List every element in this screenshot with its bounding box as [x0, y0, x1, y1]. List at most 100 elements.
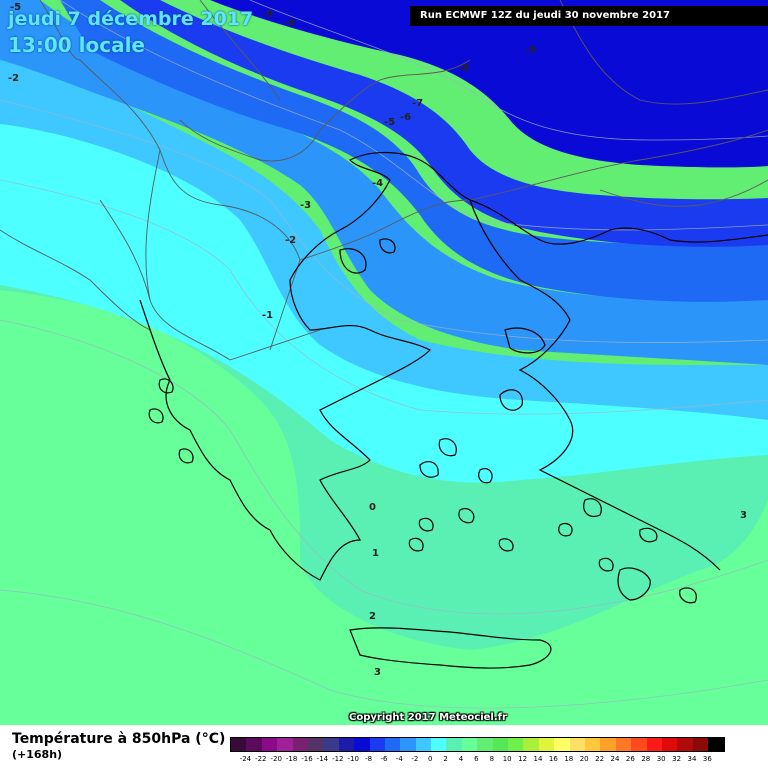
scale-tick-label: -4 [395, 755, 403, 763]
scale-tick-label: 26 [625, 755, 635, 763]
isotherm-label: -8 [458, 63, 469, 74]
variable-title: Température à 850hPa (°C) [12, 731, 226, 747]
scale-tick-label: -16 [301, 755, 313, 763]
scale-swatch [708, 738, 724, 751]
isotherm-label: -4 [372, 178, 383, 189]
band-minus-8 [120, 0, 768, 247]
scale-swatch [523, 738, 539, 751]
isotherm-label: -6 [400, 112, 411, 123]
scale-swatch [646, 738, 662, 751]
isotherm-label: -7 [412, 98, 423, 109]
scale-tick-label: 20 [579, 755, 589, 763]
legend-footer: Température à 850hPa (°C) (+168h) -24 -22… [0, 725, 768, 768]
copyright-notice: Copyright 2017 Meteociel.fr [349, 712, 507, 723]
scale-swatch [323, 738, 339, 751]
scale-tick-label: 14 [533, 755, 543, 763]
scale-swatch [400, 738, 416, 751]
lead-time: (+168h) [12, 748, 63, 761]
isotherm-label: 0 [369, 502, 376, 513]
scale-tick-label: -22 [255, 755, 267, 763]
scale-tick-label: 12 [518, 755, 528, 763]
isotherm-label: -9 [284, 18, 295, 29]
isotherm-label: -9 [262, 9, 273, 20]
scale-swatch [307, 738, 324, 751]
scale-tick-label: 4 [458, 755, 464, 763]
scale-tick-label: 8 [489, 755, 495, 763]
scale-tick-label: -10 [347, 755, 359, 763]
color-scale [230, 737, 725, 752]
scale-swatch [600, 738, 616, 751]
scale-tick-label: 34 [687, 755, 697, 763]
scale-swatch [661, 738, 678, 751]
band-1 [0, 280, 768, 650]
isotherm-label: -2 [285, 235, 296, 246]
scale-swatch [431, 738, 447, 751]
scale-swatch [261, 738, 278, 751]
coastlines [139, 151, 768, 669]
isotherm-lines [0, 0, 768, 709]
isotherm-label: 3 [374, 667, 381, 678]
isotherm-label: 1 [372, 548, 379, 559]
scale-swatch [569, 738, 585, 751]
isotherm-label: -2 [8, 73, 19, 84]
model-run-label: Run ECMWF 12Z du jeudi 30 novembre 2017 [410, 6, 768, 26]
scale-tick-label: -18 [285, 755, 298, 763]
isotherm-label: 3 [740, 510, 747, 521]
scale-tick-label: -2 [411, 755, 419, 763]
isotherm-labels: -5 -9 -9 -9 -2 -8 -7 -6 -5 -4 -3 -2 -1 0… [8, 2, 747, 678]
color-scale-labels: -24 -22 -20 -18 -16 -14 -12 -10 -8 -6 -4 -2 0 2 4 6 8 10 1… [230, 755, 712, 765]
scale-swatch [615, 738, 632, 751]
scale-swatch [384, 738, 401, 751]
scale-tick-label: 30 [656, 755, 666, 763]
scale-swatch [277, 738, 293, 751]
scale-tick-label: -24 [239, 755, 252, 763]
scale-swatch [461, 738, 478, 751]
scale-swatch [446, 738, 462, 751]
scale-swatch [554, 738, 570, 751]
scale-tick-label: -20 [270, 755, 282, 763]
isotherm-label: -1 [262, 310, 273, 321]
scale-swatch [692, 738, 709, 751]
scale-tick-label: -6 [380, 755, 388, 763]
isotherm-label: -9 [525, 45, 536, 56]
scale-tick-label: 10 [502, 755, 512, 763]
country-borders [0, 0, 768, 361]
scale-tick-label: 0 [427, 755, 433, 763]
scale-swatch [584, 738, 601, 751]
scale-tick-label: 16 [548, 755, 558, 763]
scale-tick-label: 6 [474, 755, 479, 763]
forecast-date: jeudi 7 décembre 2017 [8, 8, 254, 30]
scale-tick-label: 32 [672, 755, 682, 763]
scale-swatch [538, 738, 555, 751]
scale-swatch [231, 738, 247, 751]
isotherm-label: 2 [369, 611, 376, 622]
isotherm-label: -5 [384, 117, 395, 128]
scale-tick-label: 2 [443, 755, 448, 763]
forecast-time: 13:00 locale [8, 33, 145, 57]
band-minus-6 [60, 0, 768, 302]
scale-swatch [415, 738, 432, 751]
scale-swatch [369, 738, 385, 751]
temperature-map: -5 -9 -9 -9 -2 -8 -7 -6 -5 -4 -3 -2 -1 0… [0, 0, 768, 725]
scale-swatch [492, 738, 509, 751]
scale-tick-label: -12 [332, 755, 344, 763]
scale-tick-label: 24 [610, 755, 620, 763]
scale-tick-label: 18 [564, 755, 574, 763]
scale-swatch [354, 738, 370, 751]
scale-swatch [508, 738, 524, 751]
scale-tick-label: 36 [702, 755, 712, 763]
scale-tick-label: 22 [595, 755, 605, 763]
isotherm-label: -3 [300, 200, 311, 211]
scale-tick-label: 28 [641, 755, 651, 763]
scale-tick-label: -14 [316, 755, 329, 763]
scale-tick-label: -8 [365, 755, 373, 763]
scale-swatch [292, 738, 308, 751]
isotherm-label: -5 [10, 2, 21, 13]
band-minus-9 [210, 0, 768, 168]
scale-swatch [477, 738, 493, 751]
scale-swatch [631, 738, 647, 751]
scale-swatch [338, 738, 355, 751]
scale-swatch [677, 738, 693, 751]
scale-swatch [246, 738, 262, 751]
